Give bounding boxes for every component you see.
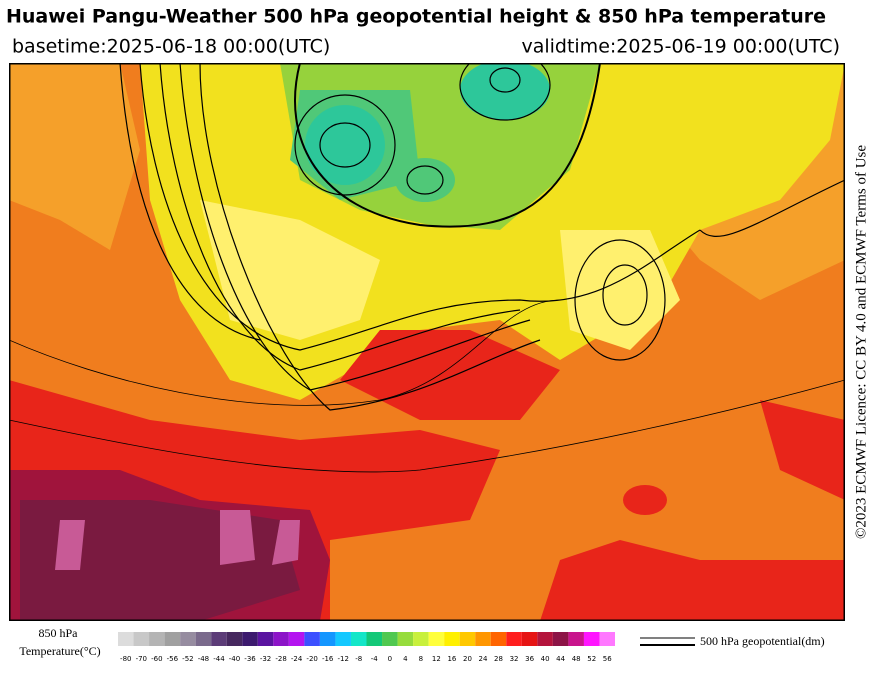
- colorbar-tick-label: 8: [419, 655, 423, 663]
- colorbar-tick-label: 28: [494, 655, 503, 663]
- color-swatch: [242, 632, 258, 646]
- color-swatch: [118, 632, 134, 646]
- color-swatch: [413, 632, 429, 646]
- color-swatch: [211, 632, 227, 646]
- colorbar-tick-label: 4: [403, 655, 408, 663]
- color-swatch: [444, 632, 460, 646]
- colorbar-tick-label: -48: [198, 655, 209, 663]
- color-swatch: [164, 632, 181, 646]
- color-swatch: [180, 632, 196, 646]
- color-swatch: [350, 632, 367, 646]
- color-swatch: [366, 632, 383, 646]
- legend-label: Temperature(°C): [19, 644, 100, 658]
- color-swatch: [475, 632, 491, 646]
- colorbar-tick-label: -8: [355, 655, 362, 663]
- colorbar-tick-label: 0: [388, 655, 392, 663]
- color-swatch: [428, 632, 445, 646]
- colorbar-tick-label: -70: [136, 655, 147, 663]
- color-swatch: [568, 632, 584, 646]
- title: Huawei Pangu-Weather 500 hPa geopotentia…: [6, 6, 826, 28]
- color-swatch: [304, 632, 320, 646]
- credit: ©2023 ECMWF Licence: CC BY 4.0 and ECMWF…: [853, 145, 869, 539]
- color-swatch: [195, 632, 212, 646]
- colorbar-tick-label: -20: [306, 655, 317, 663]
- legend-label: 850 hPa: [39, 626, 79, 640]
- colorbar-tick-label: 12: [432, 655, 441, 663]
- colorbar-tick-label: 36: [525, 655, 534, 663]
- colorbar-tick-label: -80: [120, 655, 131, 663]
- colorbar-tick-label: -32: [260, 655, 271, 663]
- basetime: basetime:2025-06-18 00:00(UTC): [12, 36, 330, 58]
- color-swatch: [552, 632, 569, 646]
- color-swatch: [149, 632, 165, 646]
- color-swatch: [382, 632, 398, 646]
- color-swatch: [257, 632, 274, 646]
- color-swatch: [599, 632, 615, 646]
- colorbar-tick-label: 48: [572, 655, 581, 663]
- color-swatch: [288, 632, 305, 646]
- color-swatch: [583, 632, 600, 646]
- color-swatch: [319, 632, 336, 646]
- colorbar-tick-label: -4: [371, 655, 379, 663]
- colorbar-tick-label: 20: [463, 655, 472, 663]
- colorbar-tick-label: 56: [603, 655, 612, 663]
- colorbar-tick-label: -28: [275, 655, 286, 663]
- colorbar-tick-label: 24: [479, 655, 488, 663]
- colorbar-tick-label: -24: [291, 655, 303, 663]
- colorbar-tick-label: -36: [244, 655, 256, 663]
- colorbar-tick-label: 16: [447, 655, 456, 663]
- color-swatch: [226, 632, 243, 646]
- color-swatch: [133, 632, 150, 646]
- colorbar-tick-label: -52: [182, 655, 193, 663]
- color-swatch: [490, 632, 507, 646]
- colorbar: -80 -70 -60 -56 -52 -48 -44 -40 -36 -32 -28 -24 -20-…: [118, 632, 615, 663]
- colorbar-tick-label: -44: [213, 655, 225, 663]
- colorbar-tick-label: 44: [556, 655, 565, 663]
- color-swatch: [397, 632, 414, 646]
- colorbar-tick-label: -16: [322, 655, 334, 663]
- map: [9, 63, 845, 621]
- color-swatch: [335, 632, 351, 646]
- colorbar-tick-label: 52: [587, 655, 596, 663]
- colorbar-tick-label: -56: [167, 655, 179, 663]
- color-swatch: [521, 632, 538, 646]
- colorbar-tick-label: -12: [337, 655, 348, 663]
- color-swatch: [506, 632, 522, 646]
- colorbar-tick-label: -60: [151, 655, 162, 663]
- legend-line-label: 500 hPa geopotential(dm): [700, 634, 825, 648]
- color-swatch: [459, 632, 476, 646]
- color-swatch: [537, 632, 553, 646]
- colorbar-tick-label: 32: [510, 655, 519, 663]
- colorbar-tick-label: 40: [541, 655, 550, 663]
- color-swatch: [273, 632, 289, 646]
- colorbar-tick-label: -40: [229, 655, 240, 663]
- validtime: validtime:2025-06-19 00:00(UTC): [521, 36, 840, 58]
